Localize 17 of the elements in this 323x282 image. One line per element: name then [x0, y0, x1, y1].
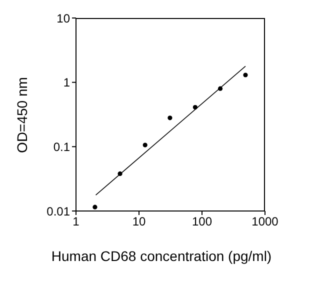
x-tick-label: 100 [192, 214, 212, 229]
point [142, 142, 148, 148]
point [118, 171, 122, 176]
y-tick-label: 1 [63, 76, 70, 90]
x-axis-title: Human CD68 concentration (pg/ml) [50, 248, 273, 264]
point [168, 116, 172, 120]
x-tick-label: 1 [72, 214, 80, 229]
point [218, 86, 223, 91]
x-tick-label: 1000 [252, 214, 279, 229]
y-tick-label: 0.01 [46, 204, 70, 218]
point [92, 204, 98, 210]
y-tick-label: 10 [56, 11, 70, 26]
y-axis-title: OD=450 nm [14, 77, 30, 153]
x-tick-label: 10 [132, 214, 146, 229]
y-tick-label: 0.1 [53, 140, 70, 154]
point [192, 104, 198, 110]
point [243, 72, 248, 78]
